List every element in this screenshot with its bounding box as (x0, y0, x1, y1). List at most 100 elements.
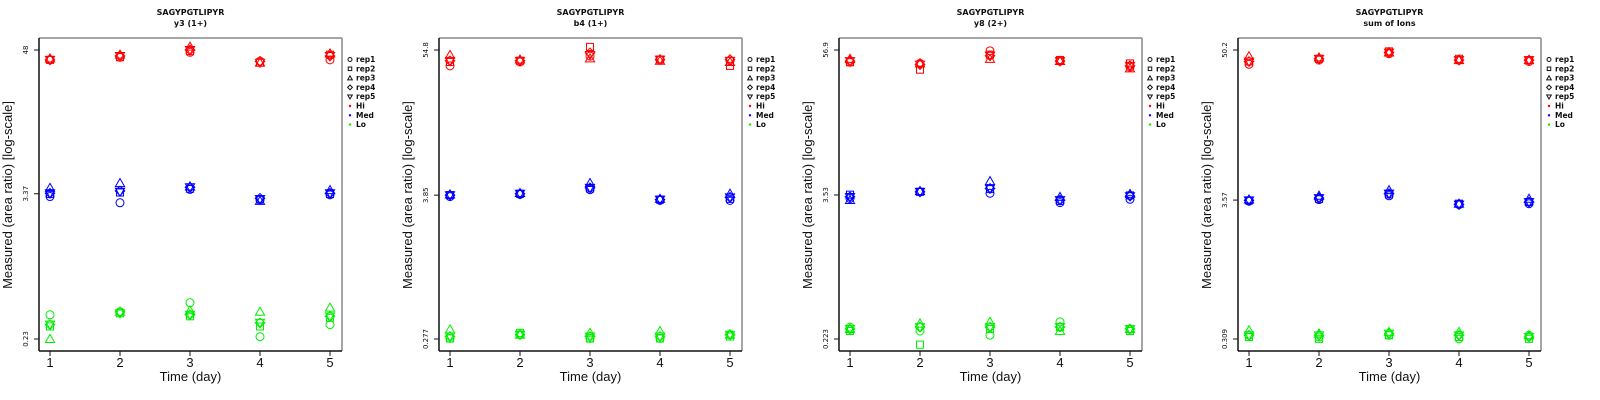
data-point (584, 52, 596, 63)
data-point (184, 183, 196, 193)
series-lo-rep5 (44, 309, 336, 331)
data-point (1523, 54, 1535, 65)
data-point (254, 306, 266, 316)
x-tick-label: 1 (846, 355, 853, 370)
x-tick-label: 2 (1315, 355, 1322, 370)
legend-color-dot-icon (748, 104, 752, 108)
data-point (324, 302, 336, 312)
x-tick-label: 5 (1525, 355, 1532, 370)
legend-symbol-triangle-down-icon (1545, 94, 1553, 101)
data-point (514, 329, 526, 339)
data-point (1383, 46, 1395, 57)
legend-label: Lo (356, 120, 366, 129)
y-tick-label: 48 (22, 46, 30, 55)
y-tick-label: 3.57 (1221, 192, 1229, 208)
data-point (44, 182, 56, 192)
data-point (1453, 331, 1465, 341)
legend-symbol-square-icon (747, 66, 753, 72)
data-point (444, 332, 456, 343)
legend-label: rep5 (1156, 92, 1175, 101)
series-hi-rep1 (45, 47, 335, 66)
series-lo-rep4 (44, 306, 336, 331)
chart-panel-4: SAGYPGTLIPYR sum of Ions 1 2 3 4 5 Time (day) 0.… (1199, 8, 1574, 384)
series-med-rep1 (845, 187, 1135, 208)
x-tick-label: 3 (586, 355, 593, 370)
data-point (114, 309, 126, 319)
legend-color-dot-icon (748, 123, 752, 126)
chart-subtitle: sum of Ions (1363, 19, 1416, 28)
legend-label: rep1 (756, 55, 775, 64)
legend-label: rep4 (1156, 83, 1175, 92)
series-hi-rep5 (1243, 48, 1535, 68)
y-tick-label: 0.223 (822, 329, 830, 349)
data-point (1124, 192, 1136, 202)
x-tick-label: 1 (1245, 355, 1252, 370)
series-lo-rep1 (845, 317, 1135, 340)
legend-color-dot-icon (1148, 123, 1152, 126)
legend-label: rep3 (1156, 74, 1175, 83)
data-point (984, 184, 996, 195)
legend-color-dot-icon (348, 104, 352, 108)
legend-label: rep2 (1156, 64, 1175, 73)
data-point (844, 323, 856, 333)
chart-panel-1: SAGYPGTLIPYR y3 (1+) 1 2 3 4 5 Time (day) 0.23 3.… (0, 8, 375, 384)
data-point (1124, 61, 1136, 72)
data-point (1383, 48, 1395, 59)
data-point (584, 183, 596, 194)
data-point (254, 58, 266, 69)
series-lo-rep2 (845, 323, 1135, 349)
data-point (1124, 323, 1136, 333)
data-point (184, 304, 196, 315)
data-point (324, 52, 336, 62)
y-axis-label: Measured (area ratio) [log-scale] (0, 101, 15, 289)
data-point (324, 312, 336, 322)
data-point (654, 332, 666, 343)
data-point (844, 57, 856, 67)
series-lo-rep5 (444, 330, 736, 343)
x-tick-label: 4 (256, 355, 263, 370)
data-point (724, 56, 736, 67)
data-point (844, 192, 856, 203)
legend-label: Lo (1555, 120, 1565, 129)
series-med-rep1 (45, 184, 335, 208)
data-point (585, 42, 595, 51)
series-hi-rep5 (44, 46, 336, 69)
x-tick-label: 4 (656, 355, 663, 370)
series-med-rep4 (844, 182, 1136, 206)
data-point (114, 187, 126, 198)
data-point (984, 323, 996, 333)
x-tick-label: 5 (726, 355, 733, 370)
chart-title: SAGYPGTLIPYR (157, 8, 225, 17)
y-tick-label: 3.85 (422, 187, 430, 203)
data-point (514, 53, 526, 64)
series-med-rep1 (445, 185, 735, 205)
legend-color-dot-icon (1148, 114, 1152, 117)
series-lo-rep3 (44, 302, 336, 343)
x-axis-label: Time (day) (560, 369, 622, 384)
legend-label: rep5 (1555, 92, 1574, 101)
x-axis-label: Time (day) (960, 369, 1022, 384)
x-tick-label: 2 (116, 355, 123, 370)
legend-symbol-circle-icon (1546, 57, 1552, 62)
data-point (1054, 325, 1066, 335)
legend-symbol-diamond-icon (1545, 84, 1553, 91)
chart-subtitle: y3 (1+) (174, 19, 207, 28)
x-tick-label: 2 (516, 355, 523, 370)
legend-symbol-triangle-up-icon (346, 74, 354, 81)
legend-symbol-triangle-up-icon (746, 74, 754, 81)
data-point (1453, 54, 1465, 65)
data-point (44, 189, 56, 199)
series-med-rep2 (845, 185, 1135, 205)
series-lo-rep5 (844, 323, 1136, 335)
legend-symbol-triangle-down-icon (346, 94, 354, 101)
data-point (184, 180, 196, 191)
legend-label: rep1 (1156, 55, 1175, 64)
data-point (914, 317, 926, 328)
chart-panel-3: SAGYPGTLIPYR y8 (2+) 1 2 3 4 5 Time (day) 0.223 3… (800, 8, 1175, 384)
data-point (915, 65, 925, 74)
legend-label: rep3 (756, 74, 775, 83)
legend-label: Hi (1156, 102, 1165, 111)
data-point (914, 187, 926, 198)
